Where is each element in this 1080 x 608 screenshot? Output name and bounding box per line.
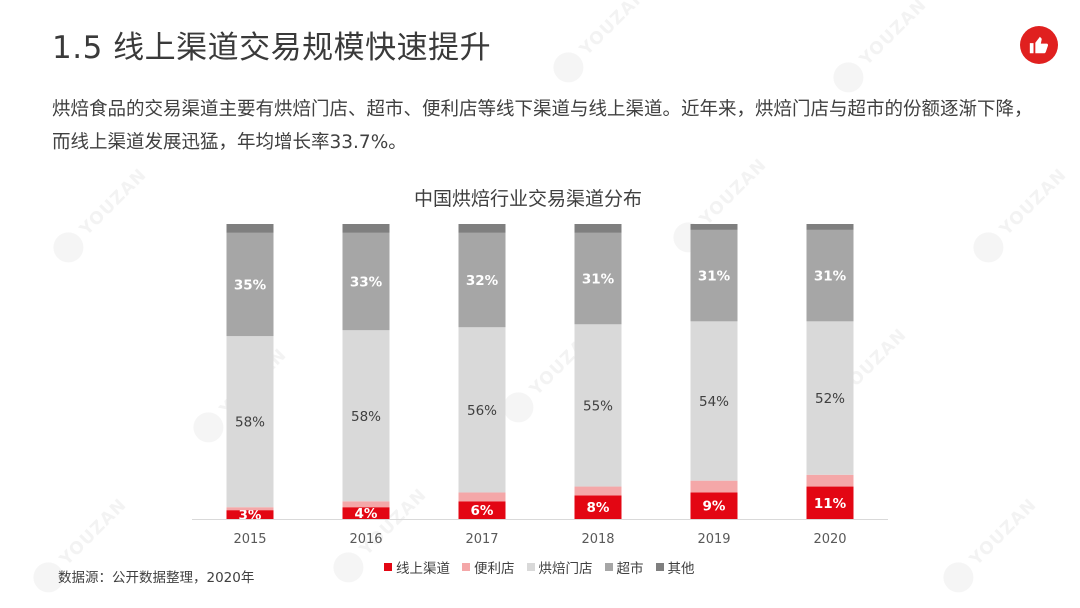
label-online-2016: 4%	[355, 506, 378, 522]
thumbs-up-icon	[1029, 36, 1049, 54]
bar-supermarket-2019	[690, 229, 738, 322]
label-supermarket-2016: 33%	[350, 275, 383, 291]
bar-convenience-2016	[342, 501, 390, 508]
bar-supermarket-2020	[806, 229, 854, 322]
legend-label: 超市	[616, 561, 644, 577]
legend-swatch	[526, 563, 535, 571]
bar-online-2016	[342, 507, 390, 519]
legend-label: 便利店	[474, 561, 515, 577]
label-online-2019: 9%	[703, 499, 726, 515]
bar-bakery-2017	[458, 327, 506, 493]
label-bakery-2019: 54%	[699, 394, 729, 410]
x-tick-label: 2017	[465, 532, 498, 547]
x-tick-label: 2019	[697, 532, 730, 547]
x-tick-label: 2018	[581, 532, 614, 547]
legend-item-online: 线上渠道	[384, 557, 450, 577]
bar-bakery-2019	[690, 321, 738, 481]
bar-bakery-2015	[226, 336, 274, 508]
label-bakery-2017: 56%	[467, 403, 497, 419]
x-tick-label: 2015	[233, 532, 266, 547]
bar-convenience-2019	[690, 480, 738, 493]
bar-bakery-2020	[806, 321, 854, 475]
bar-online-2019	[690, 492, 738, 519]
bar-supermarket-2017	[458, 232, 506, 328]
bar-convenience-2018	[574, 486, 622, 496]
bar-other-2015	[226, 224, 274, 233]
label-online-2017: 6%	[471, 503, 494, 519]
legend-swatch	[604, 563, 613, 571]
label-bakery-2018: 55%	[583, 398, 613, 414]
chart-title: 中国烘焙行业交易渠道分布	[413, 188, 642, 210]
bar-bakery-2016	[342, 330, 390, 502]
bar-supermarket-2016	[342, 232, 390, 331]
bar-other-2020	[806, 224, 854, 230]
bar-supermarket-2018	[574, 232, 622, 325]
x-tick-label: 2016	[349, 532, 382, 547]
bar-online-2015	[226, 510, 274, 519]
label-supermarket-2018: 31%	[582, 272, 615, 288]
page-title: 1.5 线上渠道交易规模快速提升	[52, 30, 492, 66]
bar-online-2018	[574, 495, 622, 519]
label-online-2018: 8%	[587, 500, 610, 516]
legend-item-other: 其他	[655, 557, 695, 577]
bar-online-2017	[458, 501, 506, 519]
legend-item-convenience: 便利店	[462, 557, 515, 577]
chart-legend: 线上渠道 便利店 烘焙门店 超市 其他	[384, 557, 695, 577]
brand-logo	[1020, 26, 1058, 64]
x-tick-label: 2020	[813, 532, 846, 547]
label-bakery-2020: 52%	[815, 391, 845, 407]
bar-other-2018	[574, 224, 622, 233]
label-supermarket-2017: 32%	[466, 273, 499, 289]
label-online-2020: 11%	[814, 496, 847, 512]
label-bakery-2016: 58%	[351, 409, 381, 425]
bar-other-2017	[458, 224, 506, 233]
bar-bakery-2018	[574, 324, 622, 487]
legend-swatch	[384, 563, 392, 571]
label-bakery-2015: 58%	[235, 415, 265, 431]
data-source-note: 数据源：公开数据整理，2020年	[58, 570, 255, 586]
label-supermarket-2020: 31%	[814, 269, 847, 285]
bar-online-2020	[806, 486, 854, 519]
legend-item-bakery: 烘焙门店	[526, 557, 593, 577]
label-supermarket-2019: 31%	[698, 269, 731, 285]
bar-other-2016	[342, 224, 390, 233]
label-supermarket-2015: 35%	[234, 277, 267, 293]
bar-other-2019	[690, 224, 738, 230]
legend-label: 烘焙门店	[538, 561, 593, 577]
bar-convenience-2017	[458, 492, 506, 502]
bar-convenience-2020	[806, 474, 854, 487]
bar-supermarket-2015	[226, 232, 274, 337]
legend-label: 其他	[667, 561, 695, 577]
bar-convenience-2015	[226, 507, 274, 511]
legend-swatch	[655, 563, 664, 571]
legend-swatch	[462, 563, 470, 571]
legend-item-supermarket: 超市	[604, 557, 644, 577]
legend-label: 线上渠道	[396, 561, 450, 577]
intro-paragraph: 烘焙食品的交易渠道主要有烘焙门店、超市、便利店等线下渠道与线上渠道。近年来，烘焙…	[52, 99, 1033, 153]
